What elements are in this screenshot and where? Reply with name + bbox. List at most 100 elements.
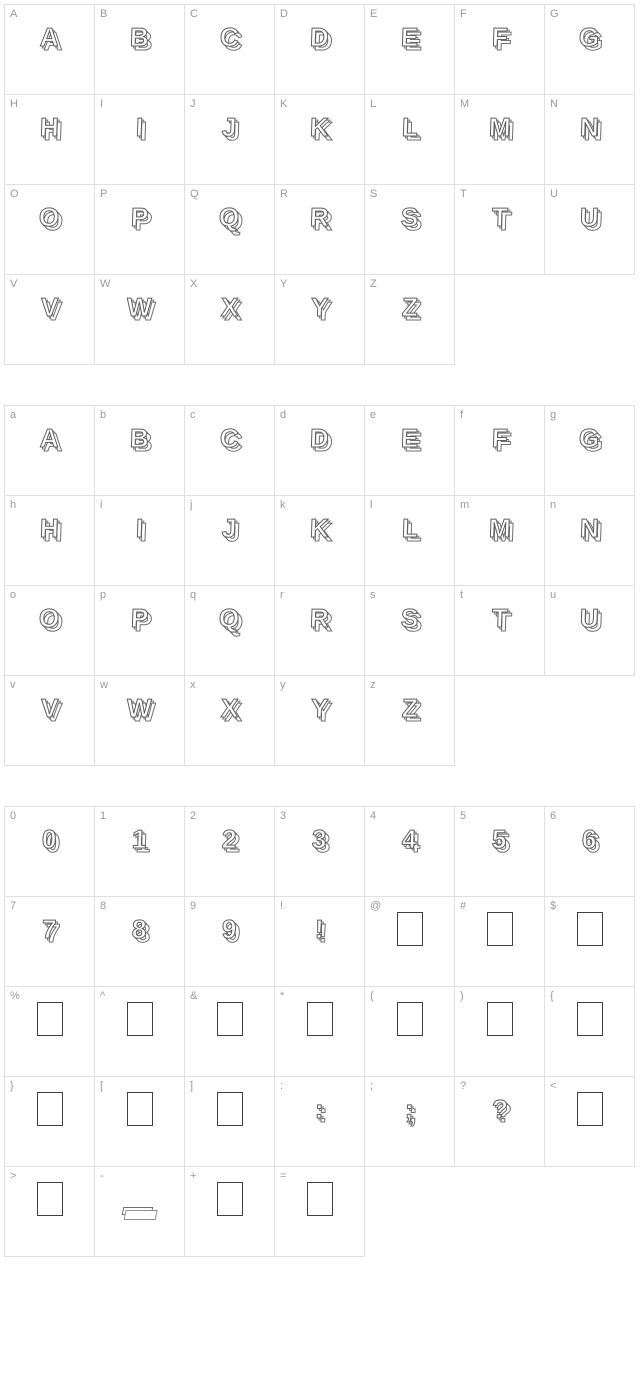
cell-glyph: E xyxy=(386,420,434,456)
glyph-3d: Q xyxy=(219,605,240,631)
glyph-3d: P xyxy=(130,605,148,631)
cell-glyph: P xyxy=(116,199,164,235)
glyph-cell: XX xyxy=(185,275,275,365)
cell-glyph: ? xyxy=(476,1091,524,1127)
glyph-cell: wW xyxy=(95,676,185,766)
glyph-3d: D xyxy=(310,425,330,451)
glyph-cell: @ xyxy=(365,897,455,987)
cell-label: : xyxy=(280,1080,283,1092)
glyph-cell: + xyxy=(185,1167,275,1257)
glyph-3d: X xyxy=(220,294,238,320)
glyph-cell: 22 xyxy=(185,807,275,897)
glyph-grid: aAbBcCdDeEfFgGhHiIjJkKlLmMnNoOpPqQrRsStT… xyxy=(4,405,635,766)
cell-glyph: J xyxy=(206,109,254,145)
cell-label: K xyxy=(280,98,287,110)
glyph-cell: eE xyxy=(365,406,455,496)
glyph-3d: T xyxy=(491,605,508,631)
empty-glyph-box xyxy=(307,1182,333,1216)
glyph-3d: 3 xyxy=(312,826,327,852)
cell-glyph: H xyxy=(26,109,74,145)
cell-glyph: R xyxy=(296,600,344,636)
glyph-cell: mM xyxy=(455,496,545,586)
glyph-cell: QQ xyxy=(185,185,275,275)
cell-label: # xyxy=(460,900,466,912)
cell-label: T xyxy=(460,188,467,200)
glyph-3d: U xyxy=(580,204,600,230)
cell-label: 1 xyxy=(100,810,106,822)
cell-label: a xyxy=(10,409,16,421)
cell-label: I xyxy=(100,98,103,110)
glyph-3d: K xyxy=(310,515,330,541)
glyph-3d: P xyxy=(130,204,148,230)
glyph-3d: G xyxy=(579,24,600,50)
cell-label: J xyxy=(190,98,196,110)
glyph-3d: L xyxy=(401,114,418,140)
glyph-3d: I xyxy=(135,515,143,541)
glyph-cell: > xyxy=(5,1167,95,1257)
cell-glyph: G xyxy=(566,420,614,456)
glyph-cell: OO xyxy=(5,185,95,275)
glyph-cell: 44 xyxy=(365,807,455,897)
glyph-3d: Q xyxy=(219,204,240,230)
cell-glyph: F xyxy=(476,19,524,55)
glyph-cell: ( xyxy=(365,987,455,1077)
cell-glyph: O xyxy=(26,199,74,235)
cell-label: y xyxy=(280,679,286,691)
cell-label: E xyxy=(370,8,377,20)
cell-label: R xyxy=(280,188,288,200)
cell-glyph: A xyxy=(26,19,74,55)
empty-glyph-box xyxy=(127,1002,153,1036)
glyph-3d: D xyxy=(310,24,330,50)
cell-glyph: 4 xyxy=(386,821,434,857)
cell-glyph: B xyxy=(116,19,164,55)
glyph-cell: LL xyxy=(365,95,455,185)
cell-glyph xyxy=(116,1001,164,1037)
cell-glyph xyxy=(296,1181,344,1217)
cell-label: l xyxy=(370,499,372,511)
cell-label: S xyxy=(370,188,377,200)
glyph-cell: ?? xyxy=(455,1077,545,1167)
cell-label: s xyxy=(370,589,376,601)
cell-glyph: E xyxy=(386,19,434,55)
glyph-3d: U xyxy=(580,605,600,631)
cell-glyph: 5 xyxy=(476,821,524,857)
cell-glyph: U xyxy=(566,199,614,235)
glyph-3d: E xyxy=(400,24,418,50)
glyph-3d: C xyxy=(220,425,240,451)
cell-glyph: L xyxy=(386,510,434,546)
glyph-3d: Z xyxy=(401,294,418,320)
glyph-cell: & xyxy=(185,987,275,1077)
empty-glyph-box xyxy=(397,912,423,946)
cell-label: } xyxy=(10,1080,14,1092)
glyph-cell: KK xyxy=(275,95,365,185)
glyph-cell: jJ xyxy=(185,496,275,586)
glyph-3d: ! xyxy=(315,916,325,942)
cell-glyph xyxy=(566,911,614,947)
cell-glyph xyxy=(116,1091,164,1127)
glyph-cell: [ xyxy=(95,1077,185,1167)
glyph-cell: } xyxy=(5,1077,95,1167)
cell-label: ^ xyxy=(100,990,105,1002)
cell-label: t xyxy=(460,589,463,601)
cell-label: i xyxy=(100,499,102,511)
glyph-cell: ) xyxy=(455,987,545,1077)
glyph-cell: ZZ xyxy=(365,275,455,365)
empty-glyph-box xyxy=(217,1002,243,1036)
glyph-cell: lL xyxy=(365,496,455,586)
glyph-3d: V xyxy=(40,294,58,320)
empty-glyph-box xyxy=(127,1092,153,1126)
cell-label: g xyxy=(550,409,556,421)
glyph-grid: AABBCCDDEEFFGGHHIIJJKKLLMMNNOOPPQQRRSSTT… xyxy=(4,4,635,365)
glyph-cell: yY xyxy=(275,676,365,766)
cell-label: m xyxy=(460,499,469,511)
cell-glyph: A xyxy=(26,420,74,456)
cell-glyph xyxy=(296,1001,344,1037)
cell-label: H xyxy=(10,98,18,110)
section-numbers-symbols: 00112233445566778899!!@#$%^&*(){}[]::;;?… xyxy=(4,806,636,1257)
cell-glyph: Y xyxy=(296,690,344,726)
cell-label: c xyxy=(190,409,196,421)
glyph-3d: ? xyxy=(491,1096,508,1122)
cell-label: Q xyxy=(190,188,199,200)
glyph-cell: rR xyxy=(275,586,365,676)
empty-glyph-box xyxy=(37,1092,63,1126)
